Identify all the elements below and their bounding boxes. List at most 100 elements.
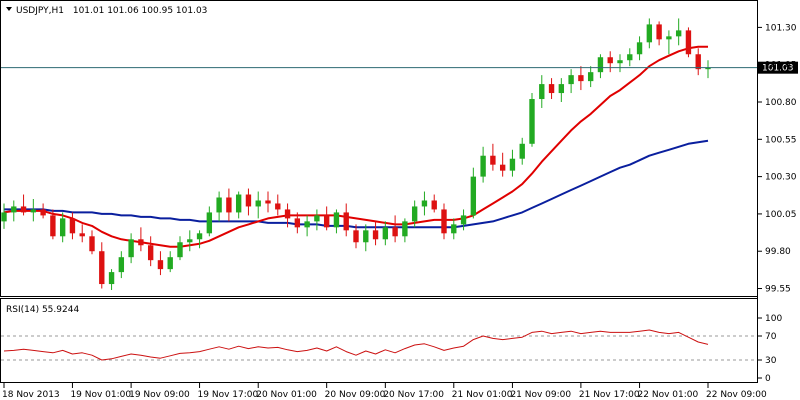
candle-body [323, 215, 330, 228]
rsi-tick-label: 0 [765, 374, 771, 384]
candle [627, 48, 633, 67]
candle [363, 224, 369, 252]
time-tick-label: 21 Nov 09:00 [510, 390, 571, 400]
candle [343, 203, 349, 237]
candle-body [59, 218, 66, 237]
candle-body [675, 30, 682, 37]
candle [294, 212, 301, 234]
candle [411, 200, 418, 228]
candle [558, 78, 565, 103]
candle-body [597, 57, 604, 73]
candle [568, 69, 574, 94]
candle [108, 269, 115, 291]
candle-body [284, 209, 291, 219]
price-tick-label: 100.80 [765, 98, 797, 108]
symbol-dropdown-icon[interactable] [6, 7, 12, 11]
price-tick-label: 99.80 [765, 247, 791, 257]
candle-body [206, 212, 213, 234]
candle-body [20, 206, 27, 213]
candle [177, 236, 183, 261]
candles-series [1, 18, 711, 291]
candle [499, 152, 506, 177]
candle [40, 203, 46, 219]
main-chart-frame [0, 0, 758, 297]
candle [314, 209, 320, 231]
candle [617, 54, 623, 73]
candle-body [11, 206, 17, 213]
candle-body [539, 84, 545, 100]
candle-body [470, 176, 477, 216]
time-tick-label: 20 Nov 01:00 [256, 390, 317, 400]
price-label-box [758, 61, 798, 74]
candle-body [294, 218, 301, 228]
candle-body [275, 203, 281, 210]
candle-body [558, 84, 565, 94]
rsi-line [3, 329, 709, 361]
candle [451, 218, 457, 240]
candle [118, 251, 125, 279]
candle-body [157, 260, 164, 270]
candle-body [40, 209, 46, 216]
candle [685, 27, 692, 58]
candle-body [118, 257, 125, 273]
ohlc-values: 101.01 101.06 100.95 101.03 [73, 6, 208, 16]
candle-body [509, 158, 516, 171]
price-label-text: 101.03 [762, 64, 794, 74]
candle-body [402, 221, 408, 237]
candle [636, 36, 643, 61]
candle [11, 200, 17, 222]
price-axis: 101.30 101.05 100.80 100.55 100.30 100.05 99.8… [757, 23, 797, 295]
candle [431, 194, 437, 213]
symbol-label: USDJPY,H1 [16, 6, 64, 16]
candle-body [695, 54, 701, 70]
time-tick-label: 19 Nov 01:00 [70, 390, 131, 400]
candle [187, 230, 193, 252]
candle [275, 194, 281, 216]
rsi-tick-label: 30 [765, 356, 777, 366]
candle-body [99, 251, 105, 285]
candle [79, 224, 85, 243]
candle-body [627, 54, 633, 61]
rsi-label: RSI(14) 55.9244 [6, 305, 79, 315]
candle-body [636, 42, 643, 55]
candle [353, 224, 359, 249]
candle-body [666, 36, 672, 40]
candle [372, 221, 379, 246]
candle [587, 66, 594, 88]
candle-body [460, 215, 467, 225]
ma-fast-series [3, 45, 708, 248]
candle [548, 78, 555, 100]
candle [99, 242, 105, 289]
candle [157, 251, 164, 276]
candle-body [314, 215, 320, 222]
candle [50, 209, 56, 240]
candle [30, 198, 37, 222]
candle [1, 203, 7, 229]
candle-body [382, 227, 389, 240]
candle-body [255, 200, 261, 207]
candle [539, 75, 545, 108]
candle-body [196, 233, 203, 240]
candle-body [128, 239, 134, 258]
candle-body [646, 24, 653, 43]
candle [705, 60, 711, 79]
candle-body [30, 209, 37, 213]
candle-body [451, 224, 457, 234]
candle [607, 51, 613, 73]
candle [666, 30, 672, 55]
candle [519, 137, 525, 165]
candle [167, 251, 173, 273]
svg-text:USDJPY,H1 101.01 101.06 10: USDJPY,H1 101.01 101.06 100.95 101.03 [16, 6, 207, 16]
candle [265, 191, 271, 213]
candle [460, 209, 467, 231]
candle [128, 233, 134, 264]
candle [333, 209, 340, 234]
price-tick-label: 99.55 [765, 285, 791, 295]
candle-body [353, 230, 359, 243]
time-tick-label: 22 Nov 09:00 [706, 390, 767, 400]
price-tick-label: 101.30 [765, 23, 797, 33]
candle [382, 221, 389, 246]
candle-body [343, 212, 349, 231]
candle [284, 203, 291, 228]
